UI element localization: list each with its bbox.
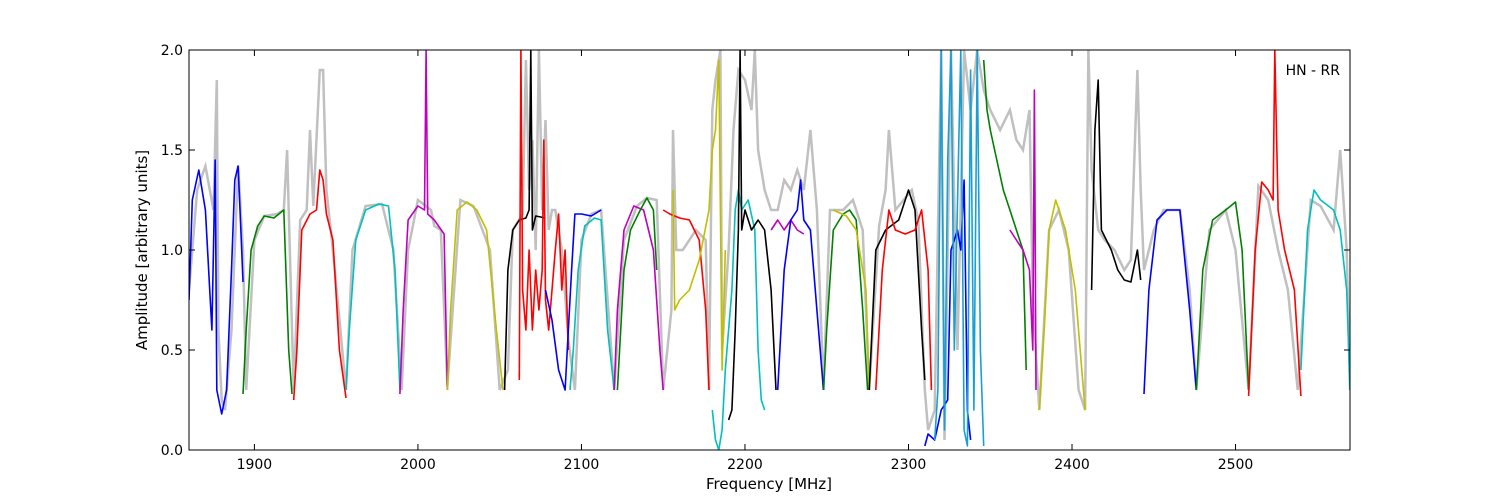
series-line-28: [1090, 79, 1142, 291]
series-line-21: [868, 189, 926, 391]
y-tick-label: 1.5: [161, 143, 183, 159]
series-line-26: [1009, 89, 1037, 391]
series-line-32: [1300, 189, 1350, 391]
series-line-17: [770, 219, 805, 235]
series-line-9: [544, 209, 602, 391]
background-trace: [189, 50, 1350, 441]
series-line-6: [446, 201, 504, 391]
series-line-27: [1038, 199, 1086, 411]
y-tick-label: 1.0: [161, 243, 183, 259]
series-line-7: [503, 50, 546, 391]
y-axis-label: Amplitude [arbitrary units]: [133, 150, 151, 350]
series-line-14: [672, 59, 727, 371]
x-tick-label: 1900: [237, 457, 273, 473]
series-line-22: [875, 209, 933, 391]
x-tick-label: 2200: [727, 457, 763, 473]
series-line-10: [569, 217, 615, 391]
series-line-13: [662, 209, 710, 391]
y-tick-label: 0.0: [161, 443, 183, 459]
series-line-31: [1247, 50, 1302, 397]
series-line-12: [616, 197, 658, 391]
series-line-20: [832, 209, 870, 391]
series-line-19: [822, 209, 869, 391]
x-tick-label: 2000: [400, 457, 436, 473]
series-line-8: [518, 50, 570, 381]
axis-ticks: 1900 2000 2100 2200 2300 2400 2500 0.0 0.5 1.0 1.5…: [161, 43, 1350, 473]
panel-annotation: HN - RR: [1286, 63, 1341, 79]
x-tick-label: 2400: [1054, 457, 1090, 473]
series-line-30: [1195, 201, 1250, 391]
series-line-29: [1143, 209, 1198, 395]
x-tick-label: 2100: [564, 457, 600, 473]
series-line-5: [399, 50, 449, 395]
series-line-15: [711, 189, 766, 450]
x-tick-label: 2300: [891, 457, 927, 473]
series-line-24: [933, 50, 985, 447]
series-line-11: [613, 205, 664, 391]
y-tick-label: 0.5: [161, 343, 183, 359]
series-line-23: [924, 179, 972, 447]
series-line-16: [727, 50, 777, 421]
plot-frame: [188, 49, 1351, 451]
series-line-2: [242, 209, 293, 395]
x-tick-label: 2500: [1218, 457, 1254, 473]
series-line-18: [776, 179, 825, 391]
series-line-1: [189, 159, 244, 415]
series-line-4: [345, 203, 401, 391]
x-axis-label: Frequency [MHz]: [706, 475, 832, 493]
y-tick-label: 2.0: [161, 43, 183, 59]
series-line-3: [292, 169, 347, 401]
series-traces: [189, 50, 1350, 450]
series-line-25: [982, 59, 1027, 371]
background-line: [189, 50, 1350, 441]
